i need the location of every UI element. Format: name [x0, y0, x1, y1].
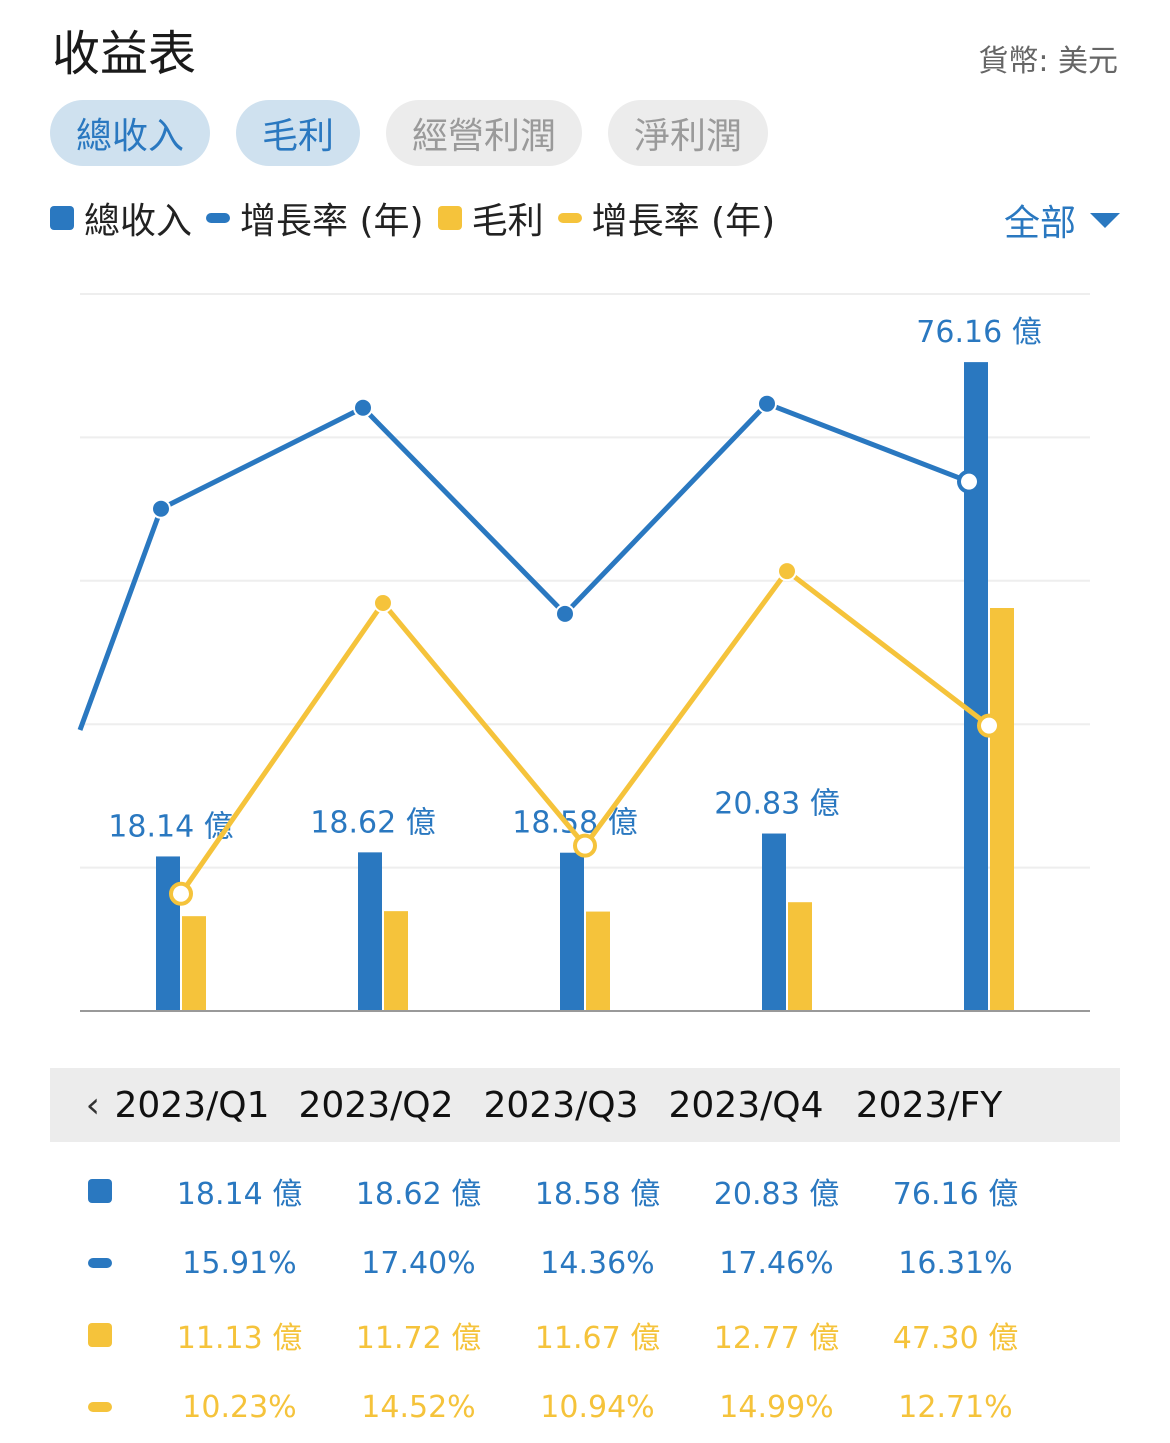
blue-line-icon: [206, 213, 231, 223]
table-cell: 11.72 億: [355, 1321, 482, 1356]
gross-profit-bar: [384, 911, 408, 1011]
yellow-line-icon: [557, 213, 582, 223]
gross-profit-bar: [586, 911, 610, 1011]
revenue-data-label: 18.14 億: [108, 809, 233, 844]
page-title: 收益表: [52, 26, 197, 82]
table-cell: 14.36%: [540, 1245, 655, 1281]
caret-down-icon: [1090, 212, 1120, 228]
period-label: 2023/Q3: [483, 1084, 639, 1126]
revenue-growth-point: [151, 498, 171, 519]
legend-label: 總收入: [84, 201, 193, 242]
blue-square-icon: [50, 206, 74, 230]
revenue-chart: 18.14 億 18.62 億 18.58 億20.83 億76.16 億: [77, 293, 1090, 1012]
table-cell: 20.83 億: [713, 1177, 840, 1212]
period-label: 2023/Q1: [114, 1084, 270, 1126]
revenue-bar: [560, 852, 584, 1011]
gross-growth-point: [777, 561, 797, 582]
table-cell: 11.13 億: [176, 1321, 303, 1356]
revenue-growth-point: [757, 393, 777, 414]
gross-growth-point: [977, 713, 1001, 738]
revenue-growth-line: [77, 401, 970, 731]
tab-net-profit[interactable]: 淨利潤: [608, 100, 769, 166]
revenue-bar: [762, 833, 786, 1011]
revenue-bar: [156, 856, 180, 1011]
table-cell: 12.77 億: [713, 1321, 840, 1356]
blue-line-icon: [88, 1258, 112, 1268]
metric-tabs: 總收入 毛利 經營利潤 淨利潤: [50, 100, 769, 166]
period-label: 2023/Q4: [668, 1084, 824, 1126]
gross-growth-point: [373, 592, 393, 613]
tab-operating-profit[interactable]: 經營利潤: [386, 100, 583, 166]
table-cell: 12.71%: [898, 1389, 1013, 1425]
legend-label: 增長率 (年): [240, 201, 424, 242]
chart-legend: 總收入 增長率 (年) 毛利 增長率 (年): [50, 192, 789, 244]
data-table: 18.14 億 18.62 億 18.58 億 20.83 億 76.16 億 …: [50, 1155, 1120, 1443]
revenue-data-label: 20.83 億: [714, 787, 839, 822]
legend-item-revenue-growth[interactable]: 增長率 (年): [206, 192, 424, 244]
table-cell: 14.52%: [361, 1389, 476, 1425]
gross-profit-bar: [990, 608, 1014, 1011]
revenue-bar: [964, 362, 988, 1011]
table-cell: 10.94%: [540, 1389, 655, 1425]
table-cell: 11.67 億: [534, 1321, 661, 1356]
period-label: 2023/FY: [855, 1084, 1003, 1126]
blue-square-icon: [88, 1179, 112, 1203]
revenue-growth-point: [353, 397, 373, 418]
table-cell: 18.14 億: [176, 1177, 303, 1212]
revenue-bar: [358, 852, 382, 1011]
revenue-growth-point: [957, 469, 981, 494]
legend-item-revenue[interactable]: 總收入: [50, 192, 192, 244]
legend-item-gross-growth[interactable]: 增長率 (年): [557, 192, 776, 244]
period-header: ‹ 2023/Q1 2023/Q2 2023/Q3 2023/Q4 2023/F…: [50, 1068, 1120, 1142]
tab-gross-profit[interactable]: 毛利: [236, 100, 361, 166]
table-cell: 17.46%: [719, 1245, 834, 1281]
period-label: 2023/Q2: [298, 1084, 454, 1126]
table-cell: 47.30 億: [892, 1321, 1019, 1356]
legend-item-gross-profit[interactable]: 毛利: [437, 192, 544, 244]
chevron-left-icon[interactable]: ‹: [85, 1084, 100, 1126]
table-row: 18.14 億 18.62 億 18.58 億 20.83 億 76.16 億: [50, 1155, 1120, 1227]
table-cell: 18.58 億: [534, 1177, 661, 1212]
period-filter-dropdown[interactable]: 全部: [1004, 194, 1120, 246]
currency-label: 貨幣: 美元: [978, 44, 1118, 79]
gross-growth-point: [573, 833, 597, 858]
legend-label: 毛利: [471, 201, 544, 242]
yellow-square-icon: [88, 1323, 112, 1347]
yellow-line-icon: [88, 1402, 112, 1412]
table-row: 10.23% 14.52% 10.94% 14.99% 12.71%: [50, 1371, 1120, 1443]
table-row: 15.91% 17.40% 14.36% 17.46% 16.31%: [50, 1227, 1120, 1299]
table-cell: 17.40%: [361, 1245, 476, 1281]
revenue-data-label: 18.62 億: [310, 805, 435, 840]
table-cell: 18.62 億: [355, 1177, 482, 1212]
table-cell: 16.31%: [898, 1245, 1013, 1281]
revenue-growth-point: [555, 603, 575, 624]
table-cell: 76.16 億: [892, 1177, 1019, 1212]
table-cell: 14.99%: [719, 1389, 834, 1425]
filter-label: 全部: [1003, 203, 1076, 244]
gross-growth-point: [169, 881, 193, 906]
table-cell: 10.23%: [182, 1389, 297, 1425]
legend-label: 增長率 (年): [591, 201, 776, 242]
table-cell: 15.91%: [182, 1245, 297, 1281]
revenue-data-label: 76.16 億: [916, 315, 1041, 350]
table-row: 11.13 億 11.72 億 11.67 億 12.77 億 47.30 億: [50, 1299, 1120, 1371]
gross-profit-bar: [788, 902, 812, 1011]
tab-total-revenue[interactable]: 總收入: [50, 100, 211, 166]
gross-profit-bar: [182, 916, 206, 1011]
yellow-square-icon: [437, 206, 462, 230]
